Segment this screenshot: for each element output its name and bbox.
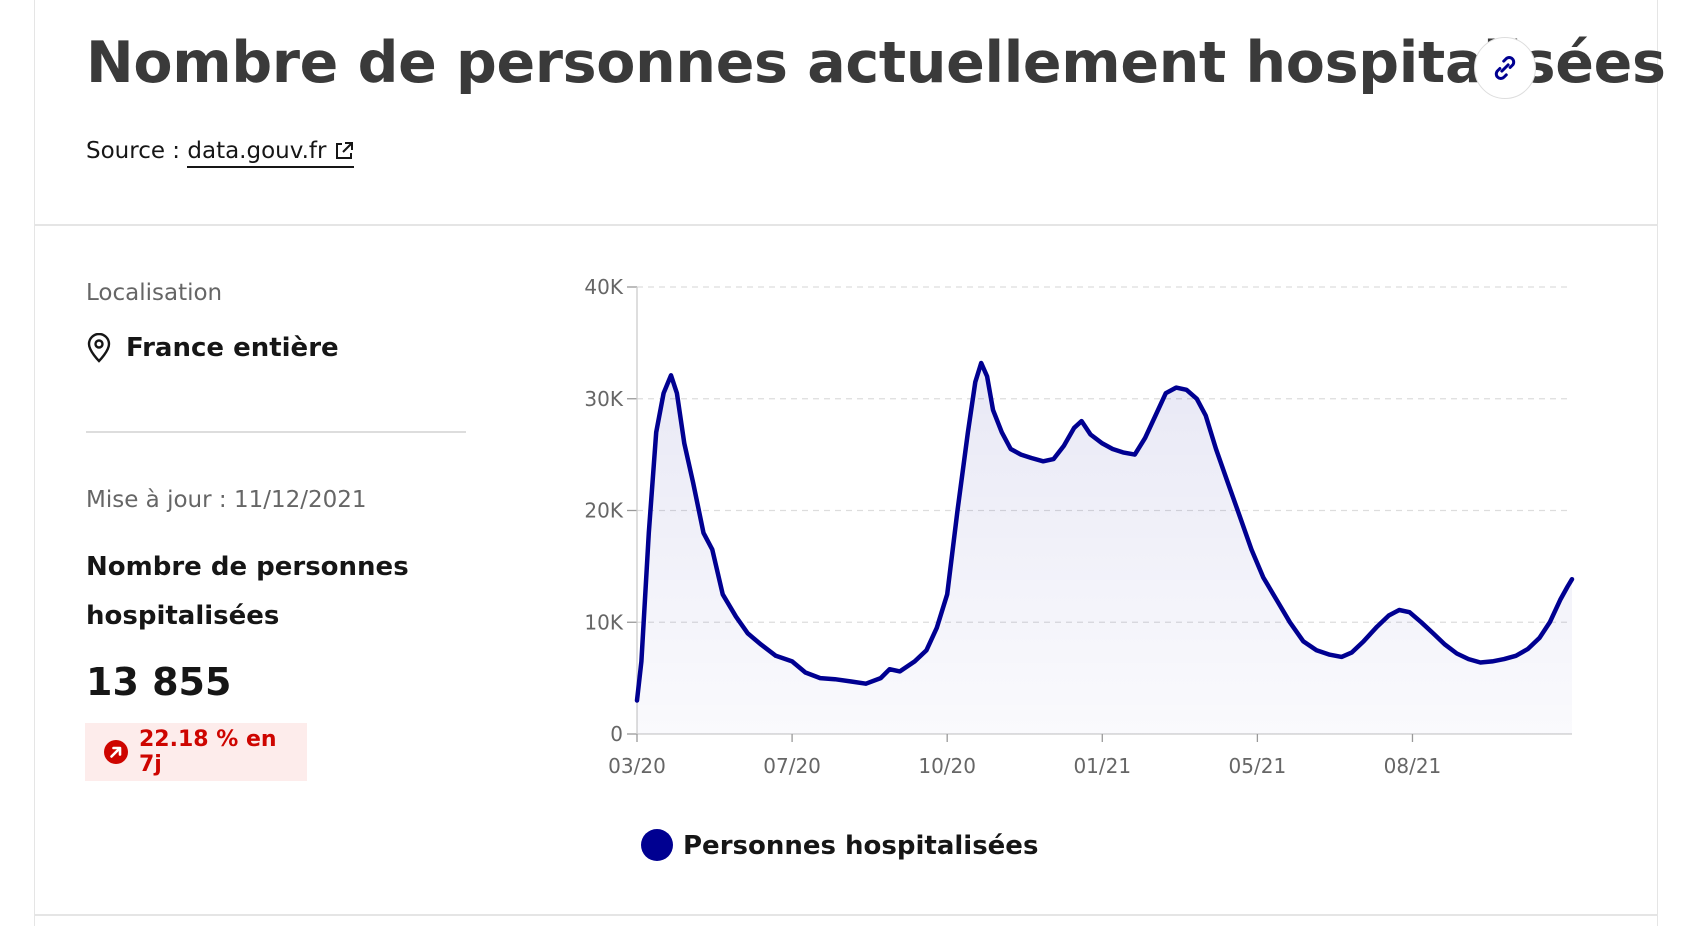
x-tick-label: 10/20	[918, 754, 976, 778]
series-line	[634, 360, 1575, 703]
y-tick-label: 30K	[584, 387, 623, 411]
x-tick-label: 01/21	[1073, 754, 1131, 778]
metric-label: Nombre de personnes hospitalisées	[86, 552, 409, 631]
legend-label: Personnes hospitalisées	[683, 831, 1038, 861]
source-link-label: data.gouv.fr	[187, 138, 327, 164]
external-link-icon	[336, 142, 354, 159]
arrow-up-right-icon	[104, 740, 128, 764]
source-prefix: Source :	[86, 138, 181, 164]
card-bottom-divider	[34, 914, 1658, 916]
sidebar-divider	[86, 431, 466, 433]
location-label: Localisation	[86, 280, 223, 306]
link-icon	[1494, 56, 1516, 80]
page-title: Nombre de personnes actuellement hospita…	[86, 30, 1666, 96]
trend-badge: 22.18 % en 7j	[85, 723, 307, 781]
legend-marker	[641, 829, 673, 861]
y-tick-label: 40K	[584, 275, 623, 299]
location-value: France entière	[126, 333, 339, 363]
header-divider	[34, 224, 1658, 226]
y-tick-label: 0	[610, 722, 623, 746]
source-link[interactable]: data.gouv.fr	[187, 138, 355, 168]
y-tick-label: 10K	[584, 610, 623, 634]
y-tick-label: 20K	[584, 499, 623, 523]
series	[634, 360, 1575, 734]
series-area	[637, 363, 1572, 734]
x-tick-label: 07/20	[763, 754, 821, 778]
metric-value: 13 855	[86, 660, 232, 704]
location-row: France entière	[86, 333, 339, 363]
x-tick-label: 08/21	[1384, 754, 1442, 778]
legend[interactable]: Personnes hospitalisées	[641, 829, 1038, 861]
trend-text: 22.18 % en 7j	[139, 727, 277, 777]
map-pin-icon	[87, 333, 111, 363]
source-line: Source : data.gouv.fr	[86, 138, 355, 168]
copy-link-button[interactable]	[1474, 37, 1536, 99]
x-tick-label: 03/20	[608, 754, 666, 778]
update-date: Mise à jour : 11/12/2021	[86, 487, 367, 513]
x-tick-label: 05/21	[1229, 754, 1287, 778]
